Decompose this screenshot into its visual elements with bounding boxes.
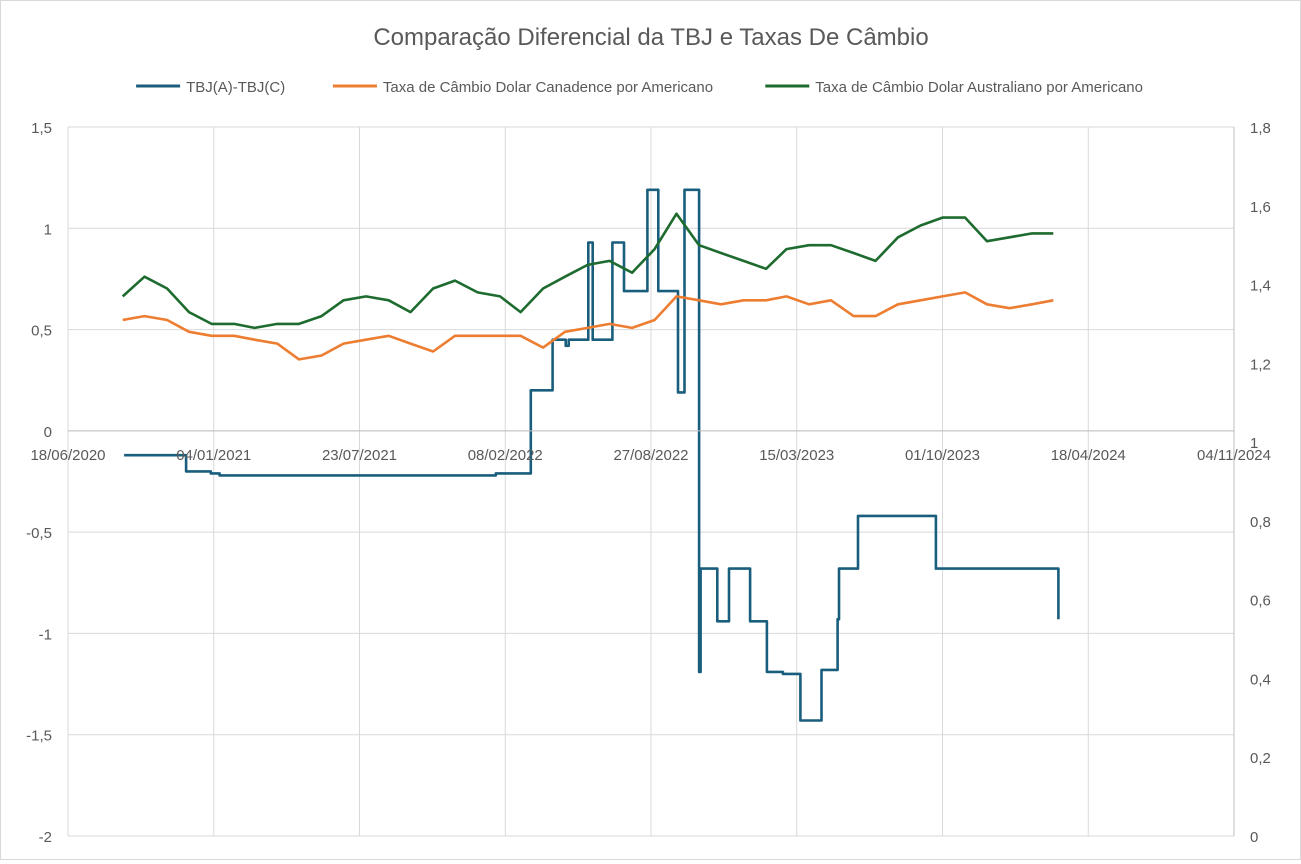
x-tick-label: 23/07/2021 — [322, 447, 397, 464]
y-left-tick-label: 0 — [44, 424, 52, 441]
y-left-tick-label: 1 — [44, 221, 52, 238]
series-line-3 — [121, 212, 1054, 330]
legend-label-1: TBJ(A)-TBJ(C) — [186, 79, 285, 96]
x-tick-label: 15/03/2023 — [759, 447, 834, 464]
x-tick-label: 27/08/2022 — [613, 447, 688, 464]
grid — [67, 126, 1235, 837]
y-right-tick-label: 0,6 — [1250, 593, 1271, 610]
y-right-tick-label: 0,2 — [1250, 750, 1271, 767]
y-left-tick-label: -0,5 — [26, 525, 52, 542]
x-tick-label: 04/11/2024 — [1197, 447, 1271, 464]
x-tick-label: 18/06/2020 — [30, 447, 105, 464]
y-right-tick-label: 1,4 — [1250, 278, 1271, 295]
y-right-tick-label: 1,8 — [1250, 120, 1271, 137]
legend-label-3: Taxa de Câmbio Dolar Australiano por Ame… — [815, 79, 1143, 96]
y-left-tick-label: 0,5 — [31, 323, 52, 340]
series-line-2 — [122, 291, 1054, 361]
x-tick-label: 18/04/2024 — [1051, 447, 1126, 464]
y-right-tick-label: 0,8 — [1250, 514, 1271, 531]
y-right-tick-label: 0 — [1250, 829, 1258, 846]
y-left-tick-label: 1,5 — [31, 120, 52, 137]
series-layer — [121, 188, 1060, 722]
y-right-tick-label: 1,6 — [1250, 199, 1271, 216]
x-tick-label: 04/01/2021 — [176, 447, 251, 464]
y-right-tick-label: 1 — [1250, 435, 1258, 452]
x-tick-label: 01/10/2023 — [905, 447, 980, 464]
legend: TBJ(A)-TBJ(C) Taxa de Câmbio Dolar Canade… — [136, 79, 1143, 96]
y-left-tick-label: -1,5 — [26, 728, 52, 745]
axes-layer: 1,5 1 0,5 0 -0,5 -1 -1,5 -2 1,8 1,6 1,4 1,2 1 0,8 0,6 0… — [26, 120, 1271, 846]
y-right-tick-label: 0,4 — [1250, 671, 1271, 688]
x-tick-label: 08/02/2022 — [468, 447, 543, 464]
y-left-tick-label: -1 — [39, 626, 52, 643]
chart-title: Comparação Diferencial da TBJ e Taxas De… — [373, 24, 928, 51]
y-right-tick-label: 1,2 — [1250, 356, 1271, 373]
legend-label-2: Taxa de Câmbio Dolar Canadence por Ameri… — [383, 79, 713, 96]
y-left-tick-label: -2 — [39, 829, 52, 846]
series-line-1 — [124, 188, 1060, 722]
